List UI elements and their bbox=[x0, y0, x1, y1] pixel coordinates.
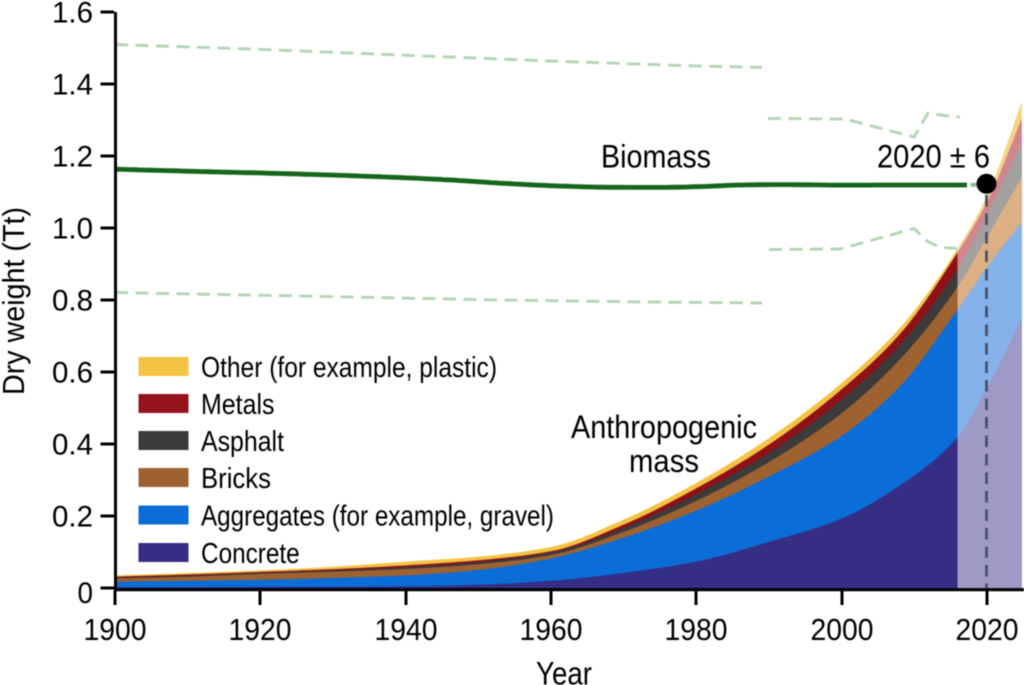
svg-text:Anthropogenic: Anthropogenic bbox=[571, 409, 757, 445]
svg-text:Bricks: Bricks bbox=[201, 463, 271, 495]
svg-text:1.4: 1.4 bbox=[52, 68, 93, 101]
svg-text:Other (for example, plastic): Other (for example, plastic) bbox=[201, 352, 497, 384]
svg-text:1960: 1960 bbox=[520, 613, 583, 647]
svg-text:mass: mass bbox=[629, 443, 699, 479]
svg-text:1980: 1980 bbox=[665, 613, 728, 647]
svg-text:1.6: 1.6 bbox=[52, 0, 93, 29]
svg-text:1.2: 1.2 bbox=[52, 140, 93, 173]
svg-text:2020 ± 6: 2020 ± 6 bbox=[877, 139, 990, 175]
svg-text:0: 0 bbox=[78, 577, 94, 610]
svg-text:0.8: 0.8 bbox=[52, 284, 93, 317]
svg-text:1920: 1920 bbox=[229, 613, 292, 647]
svg-text:Biomass: Biomass bbox=[601, 139, 711, 175]
svg-text:Concrete: Concrete bbox=[201, 538, 300, 570]
svg-text:Metals: Metals bbox=[201, 389, 275, 421]
svg-text:0.4: 0.4 bbox=[52, 428, 93, 461]
svg-text:2020: 2020 bbox=[956, 613, 1019, 647]
svg-text:0.2: 0.2 bbox=[52, 500, 93, 533]
svg-text:0.6: 0.6 bbox=[52, 356, 93, 389]
svg-text:Dry weight (Tt): Dry weight (Tt) bbox=[0, 207, 31, 395]
svg-text:Aggregates (for example, grave: Aggregates (for example, gravel) bbox=[201, 500, 554, 532]
svg-text:1900: 1900 bbox=[84, 613, 147, 647]
svg-text:Asphalt: Asphalt bbox=[201, 426, 284, 458]
svg-text:Year: Year bbox=[536, 656, 592, 685]
svg-text:1.0: 1.0 bbox=[52, 212, 93, 245]
svg-text:2000: 2000 bbox=[811, 613, 874, 647]
svg-text:1940: 1940 bbox=[375, 613, 438, 647]
